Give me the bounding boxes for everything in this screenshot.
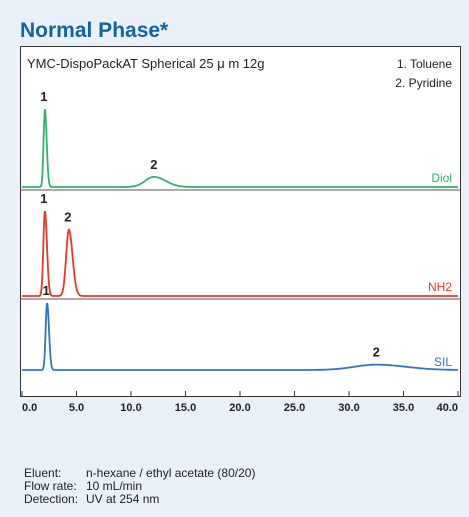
chromatogram-chart: YMC-DispoPackAT Spherical 25 μ m 12g 1. … (20, 46, 461, 457)
x-tick-label: 40.0 (437, 402, 458, 414)
condition-value: n-hexane / ethyl acetate (80/20) (86, 466, 256, 480)
condition-row-flow-rate: Flow rate: 10 mL/min (24, 480, 255, 493)
legend-entry-pyridine: 2. Pyridine (395, 76, 452, 90)
trace-diol (22, 109, 458, 188)
condition-row-eluent: Eluent: n-hexane / ethyl acetate (80/20) (24, 467, 255, 480)
peak-label-sil-1: 1 (42, 283, 49, 298)
condition-label: Eluent: (24, 466, 62, 480)
peak-label-nh2-2: 2 (64, 210, 71, 225)
x-tick-label: 5.0 (69, 402, 84, 414)
condition-value: 10 mL/min (86, 479, 143, 493)
plot-frame (20, 46, 461, 397)
x-tick-label: 20.0 (229, 402, 250, 414)
method-conditions: Eluent: n-hexane / ethyl acetate (80/20)… (24, 467, 255, 506)
condition-value: UV at 254 nm (86, 492, 160, 506)
condition-label: Flow rate: (24, 479, 77, 493)
chart-title: YMC-DispoPackAT Spherical 25 μ m 12g (27, 56, 265, 71)
peak-label-sil-2: 2 (373, 345, 380, 360)
series-label-nh2: NH2 (428, 280, 452, 294)
x-tick-label: 35.0 (393, 402, 414, 414)
series-label-diol: Diol (431, 171, 452, 185)
chromatogram-svg: YMC-DispoPackAT Spherical 25 μ m 12g 1. … (20, 46, 461, 414)
x-tick-label: 0.0 (22, 402, 37, 414)
chromatogram-panels: 1 2 Diol 1 2 NH2 1 2 SIL (20, 89, 460, 371)
x-tick-label: 25.0 (284, 402, 305, 414)
peak-label-diol-1: 1 (40, 89, 47, 104)
trace-sil (22, 302, 458, 371)
peak-label-diol-2: 2 (150, 157, 157, 172)
legend-entry-toluene: 1. Toluene (397, 57, 452, 71)
trace-nh2 (22, 210, 458, 297)
x-tick-label: 10.0 (120, 402, 141, 414)
condition-label: Detection: (24, 492, 79, 506)
series-label-sil: SIL (434, 355, 452, 369)
condition-row-detection: Detection: UV at 254 nm (24, 493, 255, 506)
figure-heading: Normal Phase* (20, 19, 169, 42)
x-tick-label: 30.0 (338, 402, 359, 414)
x-axis: 0.0 5.0 10.0 15.0 20.0 25.0 30.0 35.0 40.0 (21, 391, 459, 414)
peak-label-nh2-1: 1 (40, 191, 47, 206)
x-tick-label: 15.0 (175, 402, 196, 414)
